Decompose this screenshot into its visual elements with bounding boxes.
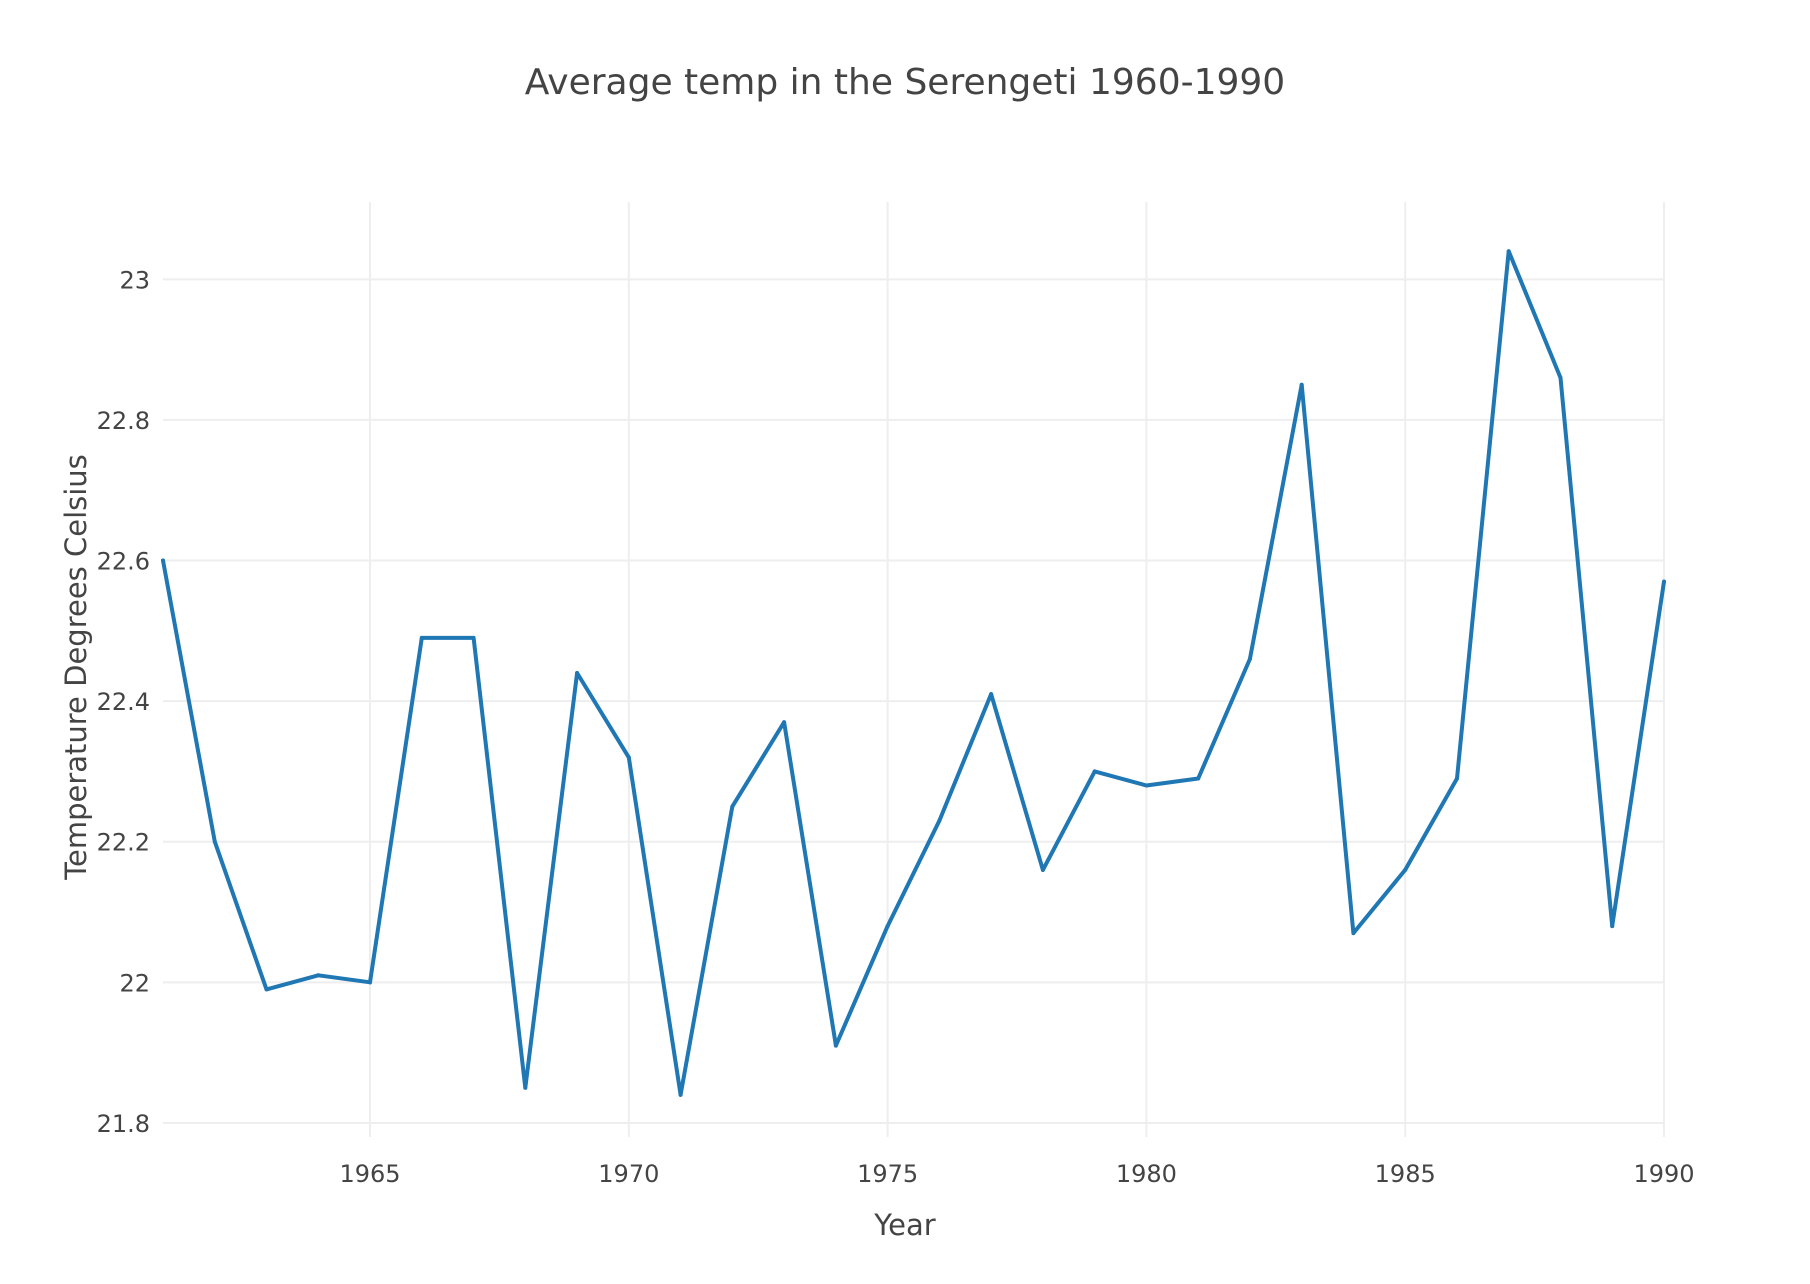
data-point [782, 720, 787, 725]
data-point [264, 987, 269, 992]
data-point [316, 973, 321, 978]
grid [163, 202, 1665, 1137]
y-tick-label: 22.6 [97, 548, 150, 576]
data-point [1092, 769, 1097, 774]
series-line [161, 249, 1666, 1097]
x-tick-label: 1975 [857, 1160, 918, 1188]
data-point [1299, 382, 1304, 387]
y-axis-title: Temperature Degrees Celsius [59, 454, 93, 880]
y-tick-label: 21.8 [97, 1110, 150, 1138]
data-point [1196, 776, 1201, 781]
data-point [885, 924, 890, 929]
data-point [1040, 867, 1045, 872]
y-tick-label: 22.2 [97, 829, 150, 857]
data-point [1403, 867, 1408, 872]
data-point [833, 1043, 838, 1048]
x-tick-label: 1970 [598, 1160, 659, 1188]
data-point [1454, 776, 1459, 781]
data-point [212, 839, 217, 844]
y-tick-label: 22 [119, 969, 150, 997]
x-tick-label: 1990 [1633, 1160, 1694, 1188]
data-point [575, 671, 580, 676]
data-point [937, 818, 942, 823]
data-point [1247, 656, 1252, 661]
data-point [1610, 924, 1615, 929]
x-axis-title: Year [874, 1208, 936, 1242]
data-point [471, 635, 476, 640]
tick-labels: 21.8 22 22.2 22.4 22.6 22.8 23 1965 1970 1975 1980… [97, 266, 1695, 1188]
chart-title: Average temp in the Serengeti 1960-1990 [524, 62, 1286, 103]
y-tick-label: 22.4 [97, 688, 150, 716]
data-point [523, 1085, 528, 1090]
y-tick-label: 23 [119, 266, 150, 294]
data-point [161, 558, 165, 563]
y-tick-label: 22.8 [97, 407, 150, 435]
data-point [1558, 375, 1563, 380]
data-point [1351, 931, 1356, 936]
data-point [678, 1092, 683, 1097]
data-point [1662, 579, 1666, 584]
x-tick-label: 1965 [339, 1160, 400, 1188]
data-point [730, 804, 735, 809]
data-point [1144, 783, 1149, 788]
data-point [989, 692, 994, 697]
series [161, 249, 1666, 1097]
data-point [419, 635, 424, 640]
data-point [1506, 249, 1511, 254]
x-tick-label: 1985 [1375, 1160, 1436, 1188]
data-point [368, 980, 373, 985]
data-point [626, 755, 631, 760]
x-tick-label: 1980 [1116, 1160, 1177, 1188]
